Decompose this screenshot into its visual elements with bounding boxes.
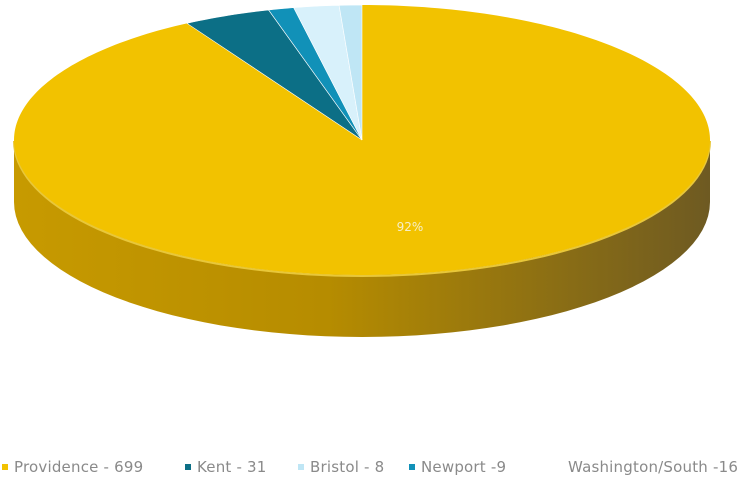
legend-label-washington-south: Washington/South -16 bbox=[568, 458, 739, 476]
legend-swatch-kent bbox=[185, 464, 191, 470]
legend-item-newport: Newport -9 bbox=[409, 458, 506, 476]
legend-item-bristol: Bristol - 8 bbox=[298, 458, 384, 476]
legend-swatch-providence bbox=[2, 464, 8, 470]
legend-label-kent: Kent - 31 bbox=[197, 458, 267, 476]
legend-item-washington-south: Washington/South -16 bbox=[556, 458, 738, 476]
data-labels: 92% bbox=[397, 220, 424, 234]
pie-side-providence bbox=[14, 140, 710, 337]
pie-chart: 92% bbox=[13, 4, 711, 337]
pie-slice-bristol bbox=[338, 4, 363, 141]
data-label-providence: 92% bbox=[397, 220, 424, 234]
legend-item-providence: Providence - 699 bbox=[2, 458, 143, 476]
pie-rim bbox=[13, 140, 711, 278]
pie-side-wall bbox=[13, 140, 711, 337]
pie-slice-kent bbox=[186, 9, 363, 141]
legend: Providence - 699 Kent - 31 Bristol - 8 N… bbox=[0, 458, 755, 484]
legend-swatch-newport bbox=[409, 464, 415, 470]
pie-slice-washington-south bbox=[293, 4, 363, 141]
legend-label-newport: Newport -9 bbox=[421, 458, 507, 476]
legend-label-providence: Providence - 699 bbox=[14, 458, 144, 476]
legend-swatch-washington-south bbox=[556, 464, 562, 470]
legend-swatch-bristol bbox=[298, 464, 304, 470]
legend-label-bristol: Bristol - 8 bbox=[310, 458, 385, 476]
pie-top-face bbox=[14, 4, 710, 275]
legend-item-kent: Kent - 31 bbox=[185, 458, 267, 476]
